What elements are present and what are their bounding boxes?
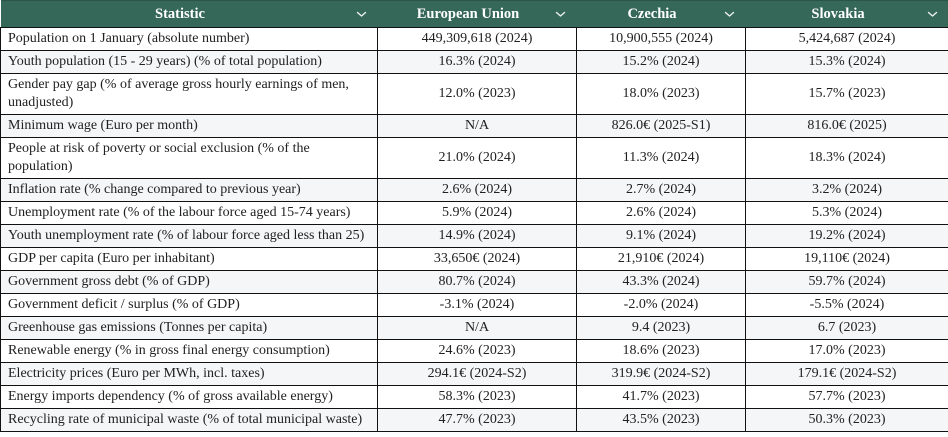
eu-value-cell: 12.0% (2023) <box>377 73 577 115</box>
statistic-cell: Electricity prices (Euro per MWh, incl. … <box>0 362 378 386</box>
eu-value-cell: N/A <box>377 114 577 138</box>
czechia-value-cell: 319.9€ (2024-S2) <box>576 362 746 386</box>
slovakia-value-cell: 50.3% (2023) <box>745 408 948 432</box>
column-header-label: Statistic <box>155 6 205 22</box>
column-header-slovakia[interactable]: Slovakia <box>745 0 948 28</box>
slovakia-value-cell: 59.7% (2024) <box>745 270 948 294</box>
slovakia-value-cell: 18.3% (2024) <box>745 137 948 179</box>
slovakia-value-cell: 17.0% (2023) <box>745 339 948 363</box>
chevron-down-icon[interactable] <box>555 11 566 18</box>
czechia-value-cell: 2.7% (2024) <box>576 178 746 202</box>
slovakia-value-cell: 816.0€ (2025) <box>745 114 948 138</box>
statistic-cell: Youth population (15 - 29 years) (% of t… <box>0 50 378 74</box>
slovakia-value-cell: 19,110€ (2024) <box>745 247 948 271</box>
statistic-cell: Gender pay gap (% of average gross hourl… <box>0 73 378 115</box>
czechia-value-cell: 41.7% (2023) <box>576 385 746 409</box>
eu-value-cell: 33,650€ (2024) <box>377 247 577 271</box>
table-row: Energy imports dependency (% of gross av… <box>0 385 948 409</box>
header-row: Statistic European Union Czechia Slovaki… <box>0 0 948 28</box>
czechia-value-cell: 9.4 (2023) <box>576 316 746 340</box>
czechia-value-cell: -2.0% (2024) <box>576 293 746 317</box>
slovakia-value-cell: 179.1€ (2024-S2) <box>745 362 948 386</box>
statistic-cell: Energy imports dependency (% of gross av… <box>0 385 378 409</box>
eu-value-cell: -3.1% (2024) <box>377 293 577 317</box>
column-header-european-union[interactable]: European Union <box>377 0 577 28</box>
table-row: Minimum wage (Euro per month) N/A 826.0€ (… <box>0 114 948 138</box>
column-header-label: Slovakia <box>811 6 865 22</box>
column-header-czechia[interactable]: Czechia <box>576 0 746 28</box>
czechia-value-cell: 11.3% (2024) <box>576 137 746 179</box>
slovakia-value-cell: 6.7 (2023) <box>745 316 948 340</box>
eu-value-cell: 21.0% (2024) <box>377 137 577 179</box>
czechia-value-cell: 43.3% (2024) <box>576 270 746 294</box>
column-header-label: European Union <box>416 6 520 22</box>
eu-value-cell: 80.7% (2024) <box>377 270 577 294</box>
table-row: GDP per capita (Euro per inhabitant) 33,6… <box>0 247 948 271</box>
eu-value-cell: 58.3% (2023) <box>377 385 577 409</box>
column-header-label: Czechia <box>627 6 677 22</box>
statistic-cell: Renewable energy (% in gross final energ… <box>0 339 378 363</box>
table-row: Youth unemployment rate (% of labour for… <box>0 224 948 248</box>
slovakia-value-cell: 5,424,687 (2024) <box>745 27 948 51</box>
czechia-value-cell: 9.1% (2024) <box>576 224 746 248</box>
chevron-down-icon[interactable] <box>927 11 938 18</box>
eu-value-cell: 5.9% (2024) <box>377 201 577 225</box>
statistic-cell: Minimum wage (Euro per month) <box>0 114 378 138</box>
chevron-down-icon[interactable] <box>724 11 735 18</box>
czechia-value-cell: 2.6% (2024) <box>576 201 746 225</box>
slovakia-value-cell: 15.3% (2024) <box>745 50 948 74</box>
statistic-cell: Population on 1 January (absolute number… <box>0 27 378 51</box>
chevron-down-icon[interactable] <box>356 11 367 18</box>
slovakia-value-cell: -5.5% (2024) <box>745 293 948 317</box>
table-row: Recycling rate of municipal waste (% of … <box>0 408 948 432</box>
eu-value-cell: 16.3% (2024) <box>377 50 577 74</box>
czechia-value-cell: 43.5% (2023) <box>576 408 746 432</box>
eu-value-cell: 294.1€ (2024-S2) <box>377 362 577 386</box>
table-row: Inflation rate (% change compared to pre… <box>0 178 948 202</box>
table-row: Government gross debt (% of GDP) 80.7% (2… <box>0 270 948 294</box>
slovakia-value-cell: 57.7% (2023) <box>745 385 948 409</box>
table-row: Gender pay gap (% of average gross hourl… <box>0 73 948 115</box>
statistic-cell: Recycling rate of municipal waste (% of … <box>0 408 378 432</box>
eu-value-cell: 449,309,618 (2024) <box>377 27 577 51</box>
statistic-cell: Unemployment rate (% of the labour force… <box>0 201 378 225</box>
statistic-cell: Government deficit / surplus (% of GDP) <box>0 293 378 317</box>
eu-value-cell: N/A <box>377 316 577 340</box>
eu-value-cell: 24.6% (2023) <box>377 339 577 363</box>
statistic-cell: Youth unemployment rate (% of labour for… <box>0 224 378 248</box>
eu-value-cell: 14.9% (2024) <box>377 224 577 248</box>
eu-value-cell: 2.6% (2024) <box>377 178 577 202</box>
table-row: Renewable energy (% in gross final energ… <box>0 339 948 363</box>
table-body: Population on 1 January (absolute number… <box>0 27 948 432</box>
statistic-cell: Inflation rate (% change compared to pre… <box>0 178 378 202</box>
slovakia-value-cell: 19.2% (2024) <box>745 224 948 248</box>
czechia-value-cell: 18.6% (2023) <box>576 339 746 363</box>
czechia-value-cell: 18.0% (2023) <box>576 73 746 115</box>
statistic-cell: GDP per capita (Euro per inhabitant) <box>0 247 378 271</box>
czechia-value-cell: 21,910€ (2024) <box>576 247 746 271</box>
statistic-cell: Greenhouse gas emissions (Tonnes per cap… <box>0 316 378 340</box>
czechia-value-cell: 826.0€ (2025-S1) <box>576 114 746 138</box>
slovakia-value-cell: 15.7% (2023) <box>745 73 948 115</box>
eu-value-cell: 47.7% (2023) <box>377 408 577 432</box>
table-row: Population on 1 January (absolute number… <box>0 27 948 51</box>
table-row: Electricity prices (Euro per MWh, incl. … <box>0 362 948 386</box>
slovakia-value-cell: 5.3% (2024) <box>745 201 948 225</box>
table-row: Greenhouse gas emissions (Tonnes per cap… <box>0 316 948 340</box>
czechia-value-cell: 15.2% (2024) <box>576 50 746 74</box>
table-row: Unemployment rate (% of the labour force… <box>0 201 948 225</box>
statistic-cell: People at risk of poverty or social excl… <box>0 137 378 179</box>
table-row: Youth population (15 - 29 years) (% of t… <box>0 50 948 74</box>
slovakia-value-cell: 3.2% (2024) <box>745 178 948 202</box>
statistic-cell: Government gross debt (% of GDP) <box>0 270 378 294</box>
column-header-statistic[interactable]: Statistic <box>0 0 378 28</box>
czechia-value-cell: 10,900,555 (2024) <box>576 27 746 51</box>
table-row: Government deficit / surplus (% of GDP) -… <box>0 293 948 317</box>
table-header: Statistic European Union Czechia Slovaki… <box>0 0 948 28</box>
table-row: People at risk of poverty or social excl… <box>0 137 948 179</box>
